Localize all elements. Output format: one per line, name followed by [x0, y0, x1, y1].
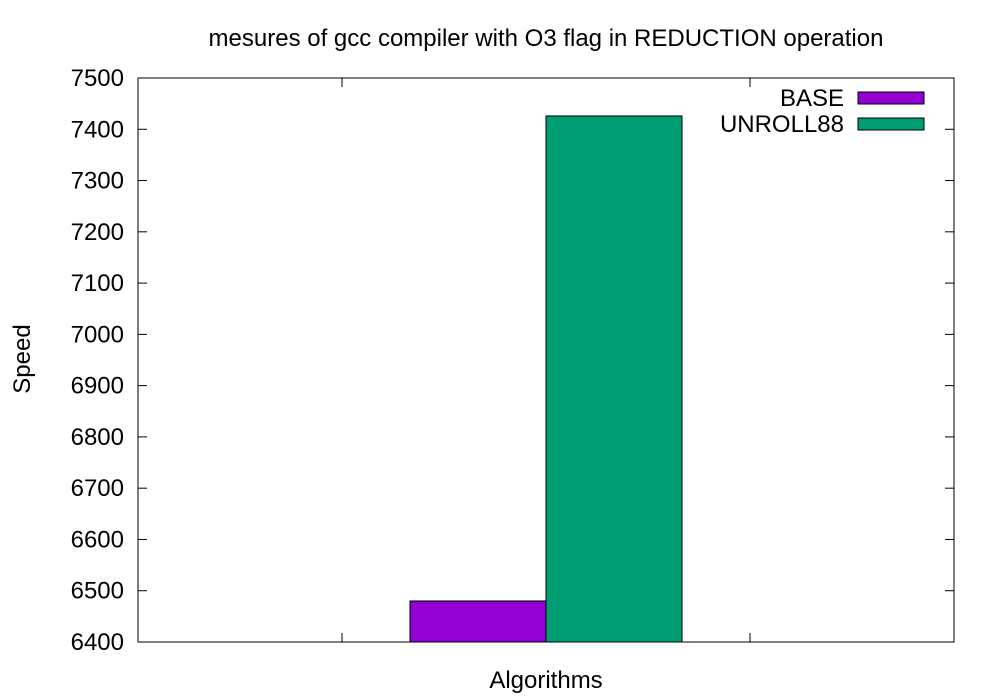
y-tick-label: 7100 — [71, 270, 124, 297]
legend-swatch-base — [857, 91, 925, 105]
y-tick-label: 7200 — [71, 219, 124, 246]
y-tick-label: 6800 — [71, 424, 124, 451]
x-axis-label: Algorithms — [489, 667, 602, 694]
y-tick-label: 6500 — [71, 578, 124, 605]
legend-swatch-unroll88 — [857, 117, 925, 131]
y-tick-label: 6400 — [71, 629, 124, 656]
bar-unroll88 — [545, 115, 683, 643]
bar-series — [409, 115, 683, 643]
y-axis-label: Speed — [9, 324, 36, 393]
x-axis-ticks — [341, 78, 751, 642]
y-axis-ticks: 6400 6500 6600 6700 6800 6900 7000 7100 7200 7300… — [71, 65, 954, 656]
legend-label-base: BASE — [780, 85, 844, 112]
y-tick-label: 6700 — [71, 475, 124, 502]
y-tick-label: 7500 — [71, 65, 124, 92]
y-tick-label: 7000 — [71, 321, 124, 348]
y-tick-label: 6600 — [71, 526, 124, 553]
chart-title: mesures of gcc compiler with O3 flag in … — [209, 25, 884, 52]
y-tick-label: 6900 — [71, 373, 124, 400]
y-tick-label: 7400 — [71, 116, 124, 143]
y-tick-label: 7300 — [71, 168, 124, 195]
bar-base — [409, 600, 547, 643]
legend-label-unroll88: UNROLL88 — [720, 111, 844, 138]
